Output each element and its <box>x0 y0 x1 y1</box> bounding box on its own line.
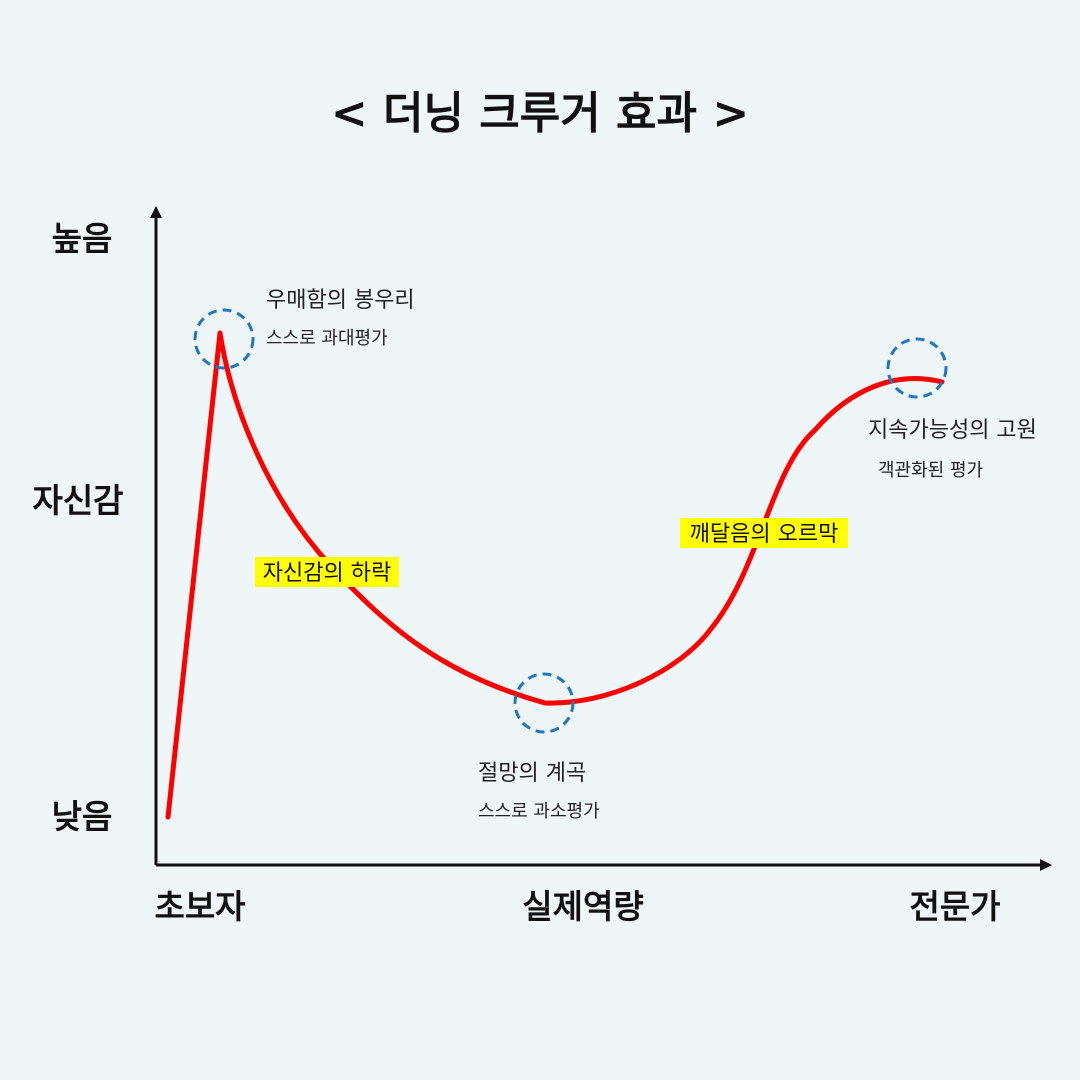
valley-title: 절망의 계곡 <box>478 761 586 786</box>
decline-highlight <box>255 557 399 587</box>
y-axis-title: 자신감 <box>32 481 123 520</box>
plateau-marker-circle <box>886 337 948 399</box>
peak-subtitle: 스스로 과대평가 <box>266 328 388 349</box>
rise-phase-label: 깨달음의 오르막 <box>690 522 839 547</box>
peak-marker-circle <box>193 308 255 370</box>
y-axis-low-label: 낮음 <box>52 797 113 836</box>
confidence-curve <box>165 330 945 820</box>
x-axis-end-label: 전문가 <box>909 887 1000 926</box>
y-axis-high-label: 높음 <box>52 219 113 258</box>
valley-marker-circle <box>513 672 575 734</box>
page-title: < 더닝 크루거 효과 > <box>331 88 749 139</box>
x-axis-title: 실제역량 <box>522 887 643 926</box>
rise-highlight <box>680 518 848 548</box>
decline-phase-label: 자신감의 하락 <box>263 561 391 586</box>
x-axis-start-label: 초보자 <box>154 887 246 926</box>
peak-title: 우매함의 봉우리 <box>266 288 415 313</box>
plateau-title: 지속가능성의 고원 <box>868 418 1037 443</box>
valley-subtitle: 스스로 과소평가 <box>478 801 600 822</box>
plateau-subtitle: 객관화된 평가 <box>878 460 983 481</box>
